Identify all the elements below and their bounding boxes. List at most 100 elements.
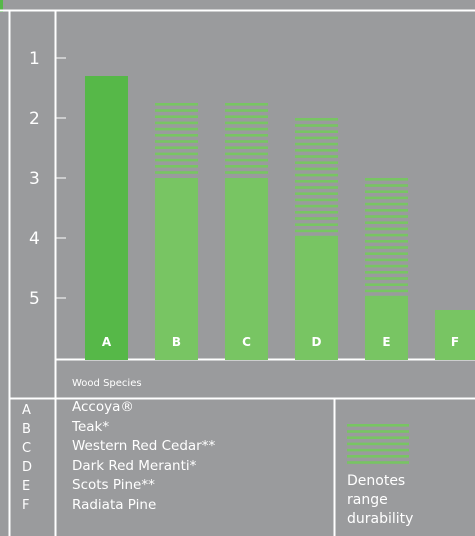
y-tick-label: 4	[29, 229, 40, 249]
range-stripe	[295, 229, 338, 233]
y-tick-label: 5	[29, 289, 40, 309]
range-stripe	[225, 134, 268, 137]
range-stripe	[295, 198, 338, 202]
range-swatch-stripe	[347, 461, 409, 464]
bar	[435, 310, 475, 360]
legend-names: Accoya® Teak* Western Red Cedar** Dark R…	[72, 398, 322, 515]
range-swatch-stripe	[347, 455, 409, 458]
legend-name: Dark Red Meranti*	[72, 457, 197, 474]
range-swatch-stripe	[347, 436, 409, 439]
accent-mark	[0, 0, 3, 12]
y-tick-label: 3	[29, 169, 40, 189]
range-stripe	[155, 134, 198, 137]
range-swatch-stripe	[347, 442, 409, 446]
range-stripe	[225, 165, 268, 168]
legend: A B C D E F Accoya® Teak* Western Red Ce…	[0, 398, 475, 536]
range-stripe	[225, 152, 268, 156]
range-stripe	[295, 167, 338, 171]
range-stripe	[365, 283, 408, 286]
bar-label: F	[451, 335, 459, 349]
range-stripe	[365, 202, 408, 206]
range-stripe	[365, 271, 408, 274]
legend-name: Accoya®	[72, 399, 134, 415]
bar	[155, 178, 198, 360]
bar	[295, 238, 338, 360]
range-stripe	[225, 127, 268, 131]
range-stripe	[225, 158, 268, 162]
range-stripe	[365, 246, 408, 249]
range-stripe	[365, 295, 408, 299]
range-stripe	[365, 209, 408, 212]
range-stripe	[365, 190, 408, 193]
range-stripe	[155, 152, 198, 156]
range-stripe	[365, 184, 408, 187]
bar-label: E	[382, 335, 390, 349]
range-stripe	[155, 171, 198, 174]
range-stripe	[295, 161, 338, 164]
bar	[225, 178, 268, 360]
range-stripe	[295, 173, 338, 177]
range-stripe	[295, 186, 338, 189]
range-stripe	[365, 258, 408, 262]
legend-letter: B	[22, 422, 31, 437]
range-stripe	[365, 215, 408, 218]
range-stripe	[295, 180, 338, 183]
range-stripe	[365, 196, 408, 200]
bar	[85, 76, 128, 360]
range-stripe	[155, 158, 198, 162]
range-stripe	[365, 240, 408, 243]
legend-letter: F	[22, 498, 30, 513]
range-stripe	[295, 149, 338, 152]
legend-name: Radiata Pine	[72, 496, 157, 513]
bar	[365, 298, 408, 360]
range-stripe	[365, 277, 408, 280]
legend-letter: D	[22, 460, 33, 475]
range-stripe	[365, 289, 408, 293]
range-stripe	[365, 264, 408, 268]
range-stripe	[365, 233, 408, 237]
range-note-line: durability	[347, 511, 414, 527]
legend-letter: C	[22, 441, 32, 456]
range-stripe	[225, 121, 268, 125]
range-swatch-stripe	[347, 424, 409, 427]
bar-label: C	[242, 335, 251, 349]
range-stripe	[155, 146, 198, 149]
range-stripe	[155, 121, 198, 125]
range-swatch-icon	[347, 424, 409, 464]
range-stripe	[225, 146, 268, 149]
legend-letter: A	[22, 403, 31, 418]
range-stripe	[365, 252, 408, 255]
range-stripe	[295, 192, 338, 195]
bars	[85, 76, 475, 360]
range-stripe	[365, 221, 408, 224]
range-stripe	[225, 140, 268, 143]
range-stripe	[295, 211, 338, 214]
range-stripe	[295, 235, 338, 239]
range-stripe	[295, 204, 338, 208]
range-stripe	[155, 103, 198, 106]
legend-letter: E	[22, 479, 31, 494]
range-stripe	[295, 155, 338, 158]
range-stripe	[295, 118, 338, 121]
range-note: Denotes range durability	[347, 472, 467, 529]
range-stripe	[225, 171, 268, 174]
range-stripe	[365, 178, 408, 181]
bar-labels: A B C D E F	[102, 335, 459, 349]
range-stripe	[295, 130, 338, 133]
range-stripe	[155, 140, 198, 143]
range-stripe	[295, 136, 338, 140]
range-stripe	[295, 124, 338, 127]
range-stripe	[295, 223, 338, 226]
legend-name: Teak*	[72, 418, 110, 435]
range-stripe	[225, 109, 268, 112]
range-stripe	[155, 165, 198, 168]
bar-label: D	[312, 335, 322, 349]
range-stripe	[225, 115, 268, 118]
legend-letters: A B C D E F	[22, 401, 42, 515]
range-swatch-stripe	[347, 448, 409, 452]
range-note-line: Denotes	[347, 473, 406, 489]
range-stripe	[155, 109, 198, 112]
range-stripe	[225, 103, 268, 106]
